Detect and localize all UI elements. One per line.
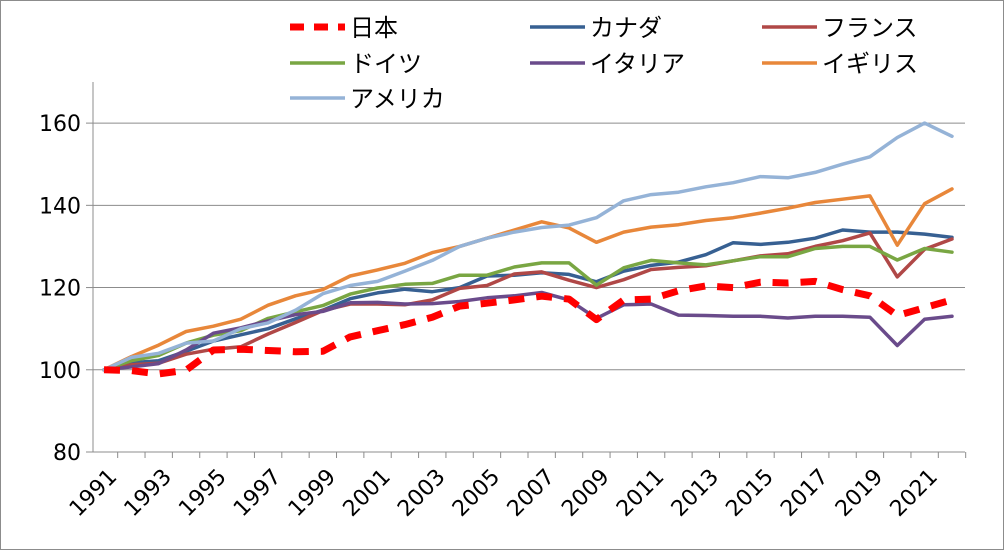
x-tick-label: 2015 <box>721 465 778 522</box>
gridlines <box>93 122 965 371</box>
series-line <box>102 187 954 372</box>
axes: 8010012014016019911993199519971999200120… <box>39 82 967 522</box>
series-line <box>102 121 954 372</box>
x-tick-label: 1991 <box>65 465 122 522</box>
y-tick-label: 100 <box>39 359 81 384</box>
x-tick-label: 1995 <box>174 465 231 522</box>
legend-label: イギリス <box>822 50 918 78</box>
x-tick-label: 2019 <box>831 465 888 522</box>
legend-label: ドイツ <box>350 50 422 78</box>
x-tick-label: 2005 <box>448 465 505 522</box>
x-tick-label: 2021 <box>886 465 943 522</box>
x-tick-label: 2017 <box>776 465 833 522</box>
x-tick-label: 1993 <box>120 465 177 522</box>
x-tick-label: 2003 <box>393 465 450 522</box>
legend-label: イタリア <box>590 50 685 78</box>
legend-label: 日本 <box>350 14 398 42</box>
legend-label: フランス <box>822 14 918 42</box>
x-tick-label: 2009 <box>557 465 614 522</box>
x-tick-label: 2011 <box>612 465 669 522</box>
series-line <box>102 244 954 372</box>
legend-label: アメリカ <box>350 85 445 113</box>
x-tick-label: 2007 <box>503 465 560 522</box>
y-tick-label: 160 <box>39 112 81 137</box>
y-tick-label: 140 <box>39 194 81 219</box>
legend-label: カナダ <box>590 14 662 42</box>
series-lines <box>102 121 954 378</box>
y-tick-label: 120 <box>39 277 81 302</box>
x-tick-label: 2013 <box>667 465 724 522</box>
x-tick-label: 1997 <box>229 465 286 522</box>
series-line <box>102 231 954 372</box>
y-tick-label: 80 <box>53 441 81 466</box>
x-tick-label: 1999 <box>284 465 341 522</box>
x-tick-label: 2001 <box>339 465 396 522</box>
series-line <box>103 277 953 378</box>
